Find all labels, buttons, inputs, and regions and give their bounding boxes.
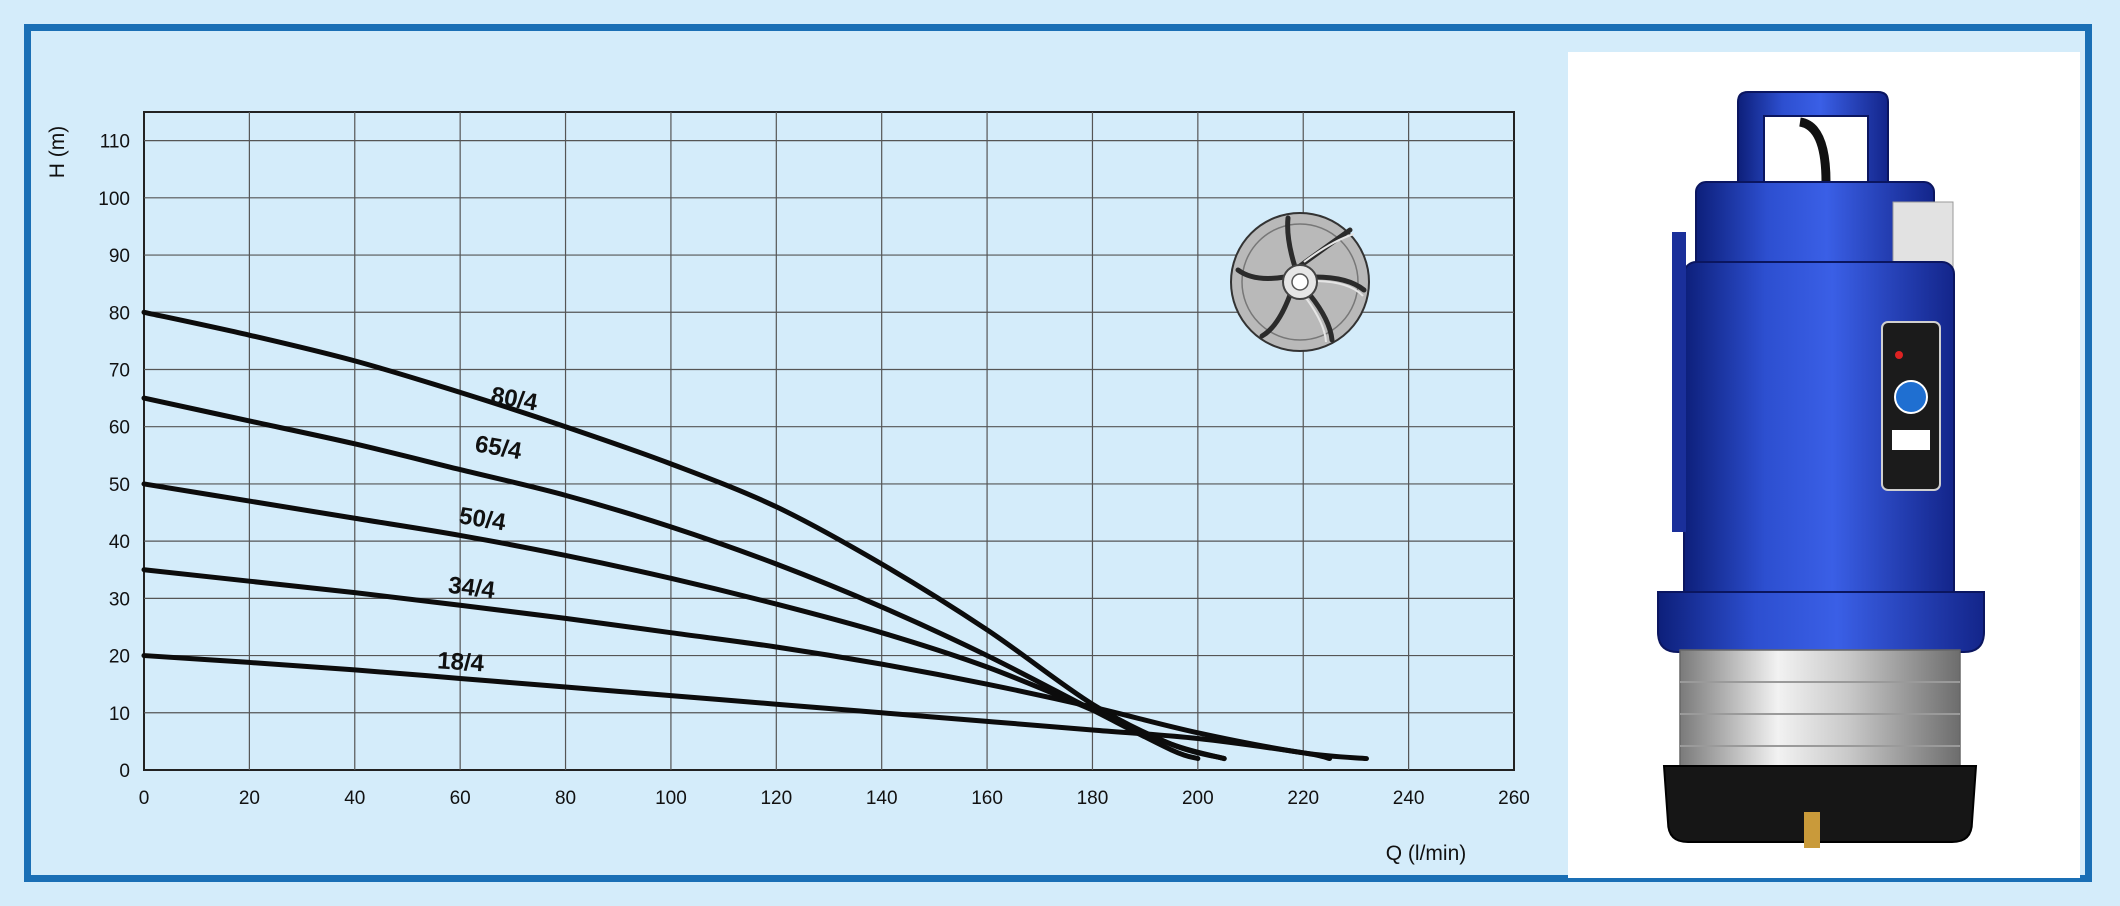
product-photo-panel [1568,52,2080,878]
x-tick-label: 180 [1077,788,1109,809]
series-line-4 [141,653,1333,762]
series-label: 18/4 [436,647,485,677]
series-label: 80/4 [489,382,540,417]
y-tick-label: 90 [109,246,130,267]
x-tick-label: 60 [450,788,471,809]
x-tick-label: 160 [971,788,1003,809]
y-tick-label: 40 [109,532,130,553]
series-label: 50/4 [457,502,508,536]
y-tick-label: 60 [109,418,130,439]
x-tick-label: 40 [344,788,365,809]
x-tick-label: 260 [1498,788,1530,809]
y-tick-label: 50 [109,475,130,496]
x-tick-label: 80 [555,788,576,809]
x-tick-label: 120 [760,788,792,809]
y-tick-label: 0 [119,761,130,782]
series-line-0 [141,309,1227,762]
x-tick-label: 20 [239,788,260,809]
y-tick-label: 70 [109,360,130,381]
y-tick-label: 20 [109,647,130,668]
y-tick-label: 100 [98,189,130,210]
x-tick-label: 0 [139,788,150,809]
x-axis-label: Q (l/min) [1386,842,1467,865]
y-tick-label: 30 [109,589,130,610]
submersible-pump-image [1657,91,1985,848]
series-line-3 [141,567,1369,762]
plot-area [143,111,1515,771]
x-tick-label: 200 [1182,788,1214,809]
y-tick-label: 80 [109,303,130,324]
y-axis-label: H (m) [46,126,69,178]
x-tick-label: 100 [655,788,687,809]
x-tick-label: 220 [1287,788,1319,809]
pump-performance-chart: 0 20 40 60 80 100 120 140 160 180 200 220 240 260 0 10 2… [46,111,1530,865]
y-tick-label: 110 [100,132,130,153]
series-label: 34/4 [447,572,497,605]
x-tick-label: 240 [1393,788,1425,809]
y-tick-label: 10 [109,704,130,725]
impeller-icon [1230,212,1370,352]
x-tick-label: 140 [866,788,898,809]
series-line-2 [141,481,1227,762]
series-label: 65/4 [473,431,524,466]
